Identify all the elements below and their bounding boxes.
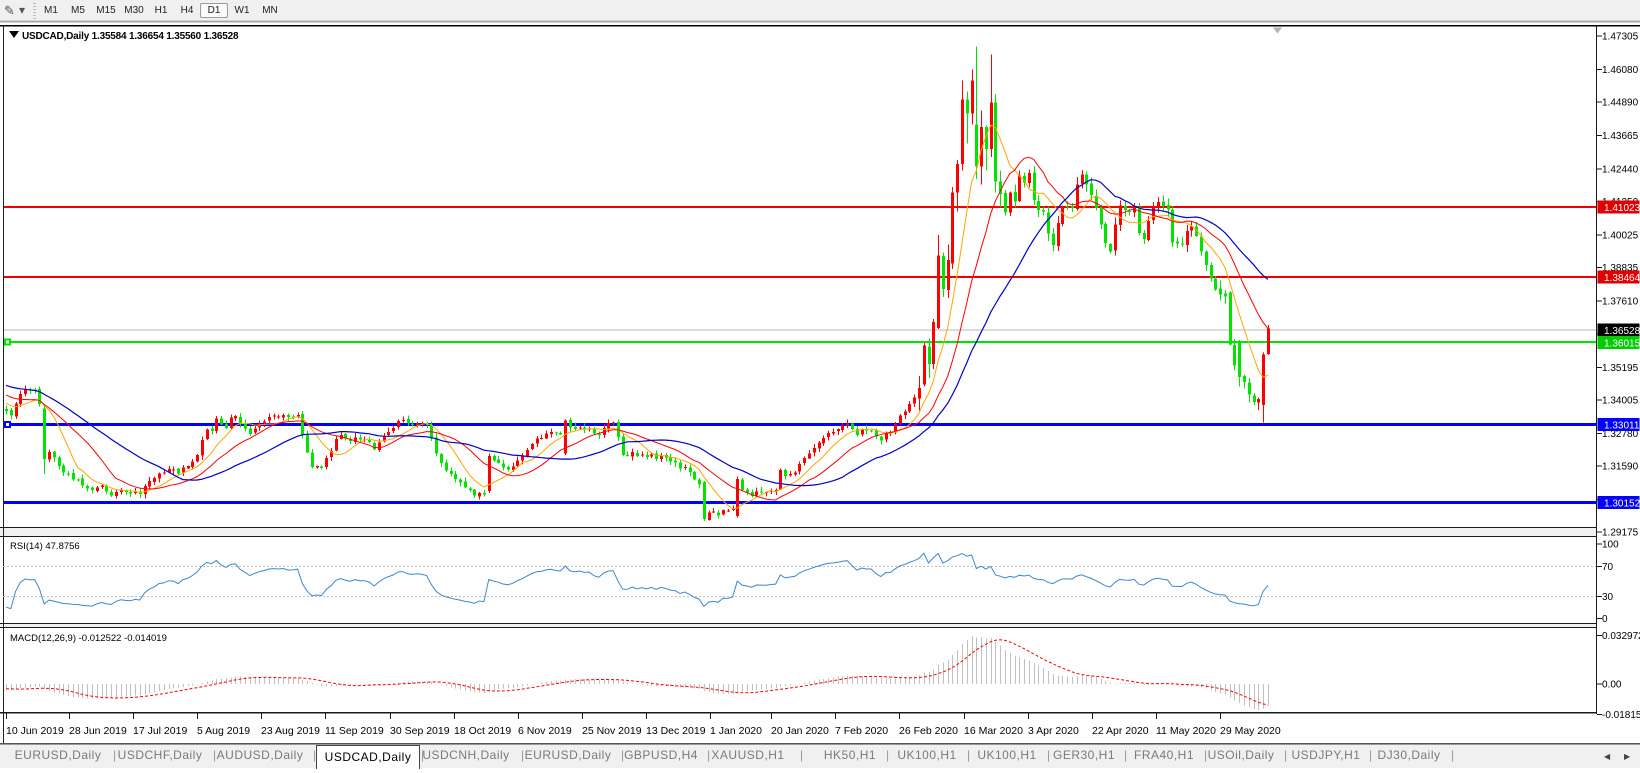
svg-text:26 Feb 2020: 26 Feb 2020 <box>899 725 958 737</box>
svg-text:7 Feb 2020: 7 Feb 2020 <box>835 725 888 737</box>
svg-text:1.38464: 1.38464 <box>1604 273 1640 284</box>
svg-text:20 Jan 2020: 20 Jan 2020 <box>771 725 829 737</box>
svg-text:25 Nov 2019: 25 Nov 2019 <box>582 725 642 737</box>
svg-text:1.41023: 1.41023 <box>1604 203 1640 214</box>
svg-text:1.38835: 1.38835 <box>1602 263 1639 274</box>
svg-text:USDCAD,Daily 1.35584 1.36654: USDCAD,Daily 1.35584 1.36654 1.35560 1.3… <box>22 31 239 42</box>
svg-text:1.33011: 1.33011 <box>1604 421 1640 432</box>
svg-text:11 Sep 2019: 11 Sep 2019 <box>325 725 384 737</box>
svg-text:22 Apr 2020: 22 Apr 2020 <box>1092 725 1149 737</box>
svg-text:1.36528: 1.36528 <box>1604 326 1640 337</box>
svg-text:1.46080: 1.46080 <box>1602 65 1639 76</box>
svg-text:1 Jan 2020: 1 Jan 2020 <box>710 725 762 737</box>
svg-text:0.032972: 0.032972 <box>1602 631 1640 642</box>
svg-text:23 Aug 2019: 23 Aug 2019 <box>261 725 320 737</box>
svg-text:1.37610: 1.37610 <box>1602 297 1639 308</box>
svg-text:10 Jun 2019: 10 Jun 2019 <box>6 725 64 737</box>
svg-text:-0.018154: -0.018154 <box>1602 710 1640 721</box>
svg-text:1.32780: 1.32780 <box>1602 429 1639 440</box>
svg-text:1.40025: 1.40025 <box>1602 231 1639 242</box>
svg-text:13 Dec 2019: 13 Dec 2019 <box>646 725 706 737</box>
svg-text:18 Oct 2019: 18 Oct 2019 <box>454 725 511 737</box>
svg-text:5 Aug 2019: 5 Aug 2019 <box>197 725 250 737</box>
svg-text:RSI(14) 47.8756: RSI(14) 47.8756 <box>10 541 80 552</box>
svg-text:29 May 2020: 29 May 2020 <box>1220 725 1281 737</box>
svg-text:MACD(12,26,9) -0.012522 -0.014: MACD(12,26,9) -0.012522 -0.014019 <box>10 633 167 644</box>
svg-text:1.43665: 1.43665 <box>1602 131 1639 142</box>
svg-text:0: 0 <box>1602 614 1608 625</box>
svg-text:16 Mar 2020: 16 Mar 2020 <box>964 725 1023 737</box>
svg-text:1.29175: 1.29175 <box>1602 528 1639 539</box>
svg-text:1.36015: 1.36015 <box>1604 339 1640 350</box>
svg-text:1.34005: 1.34005 <box>1602 396 1639 407</box>
svg-text:28 Jun 2019: 28 Jun 2019 <box>69 725 127 737</box>
svg-text:1.35195: 1.35195 <box>1602 363 1639 374</box>
svg-text:1.47305: 1.47305 <box>1602 32 1639 43</box>
svg-text:6 Nov 2019: 6 Nov 2019 <box>518 725 572 737</box>
svg-text:1.42440: 1.42440 <box>1602 165 1639 176</box>
svg-text:70: 70 <box>1602 562 1614 573</box>
svg-text:0.00: 0.00 <box>1602 680 1622 691</box>
svg-text:1.31590: 1.31590 <box>1602 462 1639 473</box>
svg-text:3 Apr 2020: 3 Apr 2020 <box>1028 725 1079 737</box>
svg-text:30: 30 <box>1602 592 1614 603</box>
svg-text:11 May 2020: 11 May 2020 <box>1156 725 1216 737</box>
svg-text:1.30152: 1.30152 <box>1604 499 1640 510</box>
svg-text:1.44890: 1.44890 <box>1602 98 1639 109</box>
svg-text:17 Jul 2019: 17 Jul 2019 <box>133 725 187 737</box>
svg-text:100: 100 <box>1602 540 1619 551</box>
svg-text:30 Sep 2019: 30 Sep 2019 <box>390 725 450 737</box>
